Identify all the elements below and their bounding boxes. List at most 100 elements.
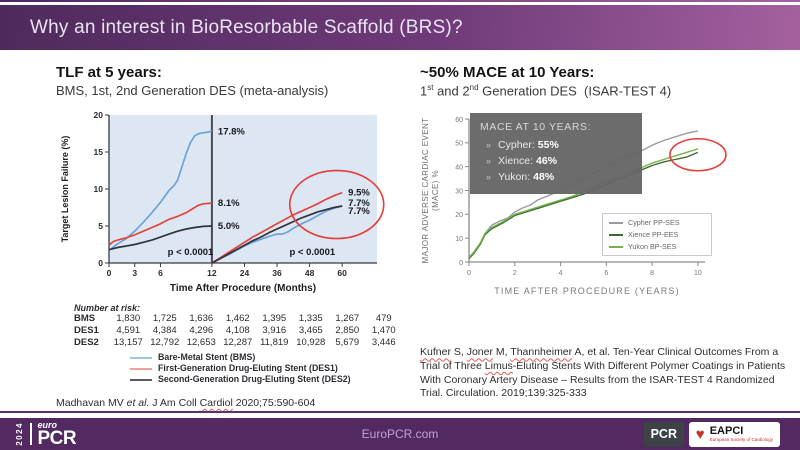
legend-swatch	[130, 356, 152, 359]
legend-item: First-Generation Drug-Eluting Stent (DES…	[130, 363, 402, 374]
mace-bullet: »	[486, 172, 492, 183]
risk-row-label: DES2	[74, 337, 99, 348]
right-subheading-text: and 2	[433, 83, 470, 99]
svg-text:3: 3	[132, 268, 137, 278]
left-panel: TLF at 5 years: BMS, 1st, 2nd Generation…	[56, 64, 402, 411]
svg-text:10: 10	[455, 236, 463, 243]
right-heading: ~50% MACE at 10 Years:	[420, 64, 595, 81]
footer-url[interactable]: EuroPCR.com	[361, 427, 439, 441]
footer-bar: 2024 euro PCR EuroPCR.com PCR ♥ EAPCI Eu…	[0, 418, 800, 450]
svg-text:60: 60	[455, 117, 463, 124]
citation-text: et al.	[126, 397, 150, 409]
left-heading: TLF at 5 years:	[56, 64, 162, 81]
mace-stats-box: MACE AT 10 YEARS: » Cypher: 55% » Xience: 46%…	[470, 113, 642, 195]
citation-text: M,	[492, 346, 511, 359]
number-at-risk-table: Number at risk: BMS 1,830 1,725 1,636 1,462 1…	[56, 303, 402, 349]
pcr-logo: PCR	[643, 421, 684, 447]
risk-value: 1,335	[298, 313, 323, 324]
risk-value: 1,462	[225, 313, 250, 324]
svg-text:2: 2	[513, 270, 517, 277]
svg-text:17.8%: 17.8%	[218, 126, 245, 137]
citation-text: 2020;75:590-604	[232, 397, 316, 409]
svg-text:6: 6	[604, 270, 608, 277]
svg-text:p < 0.0001: p < 0.0001	[168, 247, 214, 258]
legend-swatch	[130, 378, 152, 381]
citation-text: S,	[450, 346, 467, 359]
slide-title: Why an interest in BioResorbable Scaffol…	[30, 16, 463, 38]
svg-text:7.7%: 7.7%	[348, 206, 370, 217]
svg-text:0: 0	[467, 270, 471, 277]
right-subheading: 1st and 2nd Generation DES (ISAR-TEST 4)	[420, 83, 792, 98]
mace-box-heading: MACE AT 10 YEARS:	[480, 121, 592, 134]
right-subheading-text: st	[427, 83, 434, 92]
right-subheading-text: nd	[469, 83, 479, 92]
tlf-legend: Bare-Metal Stent (BMS) First-Generation D…	[130, 352, 402, 385]
mace-item-label: Yukon:	[498, 171, 531, 184]
svg-text:p < 0.0001: p < 0.0001	[289, 247, 335, 258]
legend-item: Yukon BP-SES	[609, 242, 705, 251]
mace-legend: Cypher PP-SES Xience PP-EES Yukon BP-SES	[602, 213, 712, 257]
legend-swatch	[609, 246, 623, 248]
mace-box-items: » Cypher: 55% » Xience: 46% » Yukon: 48%	[480, 137, 632, 185]
mace-bullet: »	[486, 156, 492, 167]
risk-value: 3,446	[371, 337, 396, 348]
right-panel: ~50% MACE at 10 Years: 1st and 2nd Gener…	[420, 64, 792, 401]
left-subheading: BMS, 1st, 2nd Generation DES (meta-analy…	[56, 83, 329, 98]
svg-text:40: 40	[455, 165, 463, 172]
risk-value: 3,465	[298, 325, 323, 336]
svg-text:36: 36	[272, 268, 282, 278]
mace-item-label: Xience:	[498, 155, 534, 168]
top-accent-line	[0, 0, 800, 2]
citation-text: A, et al. Ten-Year Clinical Outcomes Fro…	[420, 346, 779, 372]
svg-text:5.0%: 5.0%	[218, 221, 240, 232]
risk-row: BMS 1,830 1,725 1,636 1,462 1,395 1,335 1,267 47…	[74, 313, 402, 325]
svg-text:10: 10	[94, 184, 104, 194]
risk-value: 1,470	[371, 325, 396, 336]
citation-text: J Am Coll	[149, 397, 200, 409]
mace-item-value: 46%	[536, 155, 558, 168]
mace-chart: MACE AT 10 YEARS: » Cypher: 55% » Xience: 46%…	[420, 107, 730, 302]
svg-text:0: 0	[459, 260, 463, 267]
svg-text:MAJOR ADVERSE CARDIAC EVENT: MAJOR ADVERSE CARDIAC EVENT	[421, 118, 430, 264]
risk-value: 11,819	[260, 337, 289, 348]
svg-text:10: 10	[694, 270, 702, 277]
legend-label: Bare-Metal Stent (BMS)	[158, 352, 256, 362]
svg-text:Target Lesion Failure (%): Target Lesion Failure (%)	[60, 136, 70, 243]
eapci-tagline: European Society of Cardiology	[709, 436, 773, 442]
number-at-risk-heading: Number at risk:	[74, 303, 141, 313]
citation-text: Kufner	[420, 346, 451, 359]
footer-divider-line	[0, 411, 800, 413]
svg-text:Time After Procedure (Months): Time After Procedure (Months)	[170, 283, 316, 294]
mace-item: » Yukon: 48%	[480, 169, 632, 185]
risk-row-values: 13,157 12,792 12,653 12,287 11,819 10,928 5,67…	[110, 337, 402, 349]
citation-text: Cardiol	[199, 397, 233, 409]
legend-item: Bare-Metal Stent (BMS)	[130, 352, 402, 363]
citation-text: Madhavan MV	[56, 397, 127, 409]
legend-item: Cypher PP-SES	[609, 218, 705, 227]
risk-value: 1,725	[152, 313, 177, 324]
svg-text:6: 6	[158, 268, 163, 278]
legend-label: Xience PP-EES	[628, 230, 679, 240]
europcr-2024-logo: 2024 euro PCR	[15, 420, 77, 449]
risk-value: 4,296	[189, 325, 214, 336]
legend-item: Xience PP-EES	[609, 230, 705, 239]
svg-text:7.7%: 7.7%	[348, 198, 370, 209]
eapci-text: EAPCI European Society of Cardiology	[709, 424, 773, 443]
right-subheading-text: 1	[420, 83, 428, 99]
risk-value: 12,653	[186, 337, 216, 348]
logo-wordmark: euro PCR	[37, 420, 77, 449]
citation-text: Joner	[466, 346, 493, 359]
svg-text:0: 0	[107, 268, 112, 278]
risk-row-label: DES1	[74, 325, 99, 336]
eapci-name: EAPCI	[709, 424, 744, 437]
legend-label: Cypher PP-SES	[628, 218, 680, 228]
legend-swatch	[609, 234, 623, 236]
logo-pcr-text: PCR	[37, 427, 77, 449]
risk-value: 13,157	[113, 337, 143, 348]
legend-swatch	[130, 367, 152, 370]
risk-value: 3,916	[262, 325, 287, 336]
right-subheading-text: Generation DES (ISAR-TEST 4)	[478, 83, 672, 99]
legend-label: Yukon BP-SES	[628, 242, 677, 252]
